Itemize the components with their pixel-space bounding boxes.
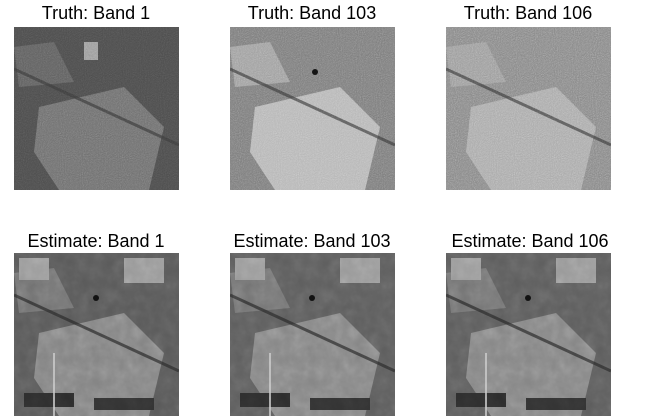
- noise: [14, 253, 179, 416]
- panel-image: [14, 27, 179, 190]
- page: Truth: Band 1 Truth: Band 103 Truth: Band …: [0, 0, 650, 419]
- panel-title: Truth: Band 103: [248, 3, 376, 23]
- panel-title: Truth: Band 1: [42, 3, 150, 23]
- panel-image: [230, 27, 395, 190]
- panel-title: Truth: Band 106: [464, 3, 592, 23]
- noise: [446, 253, 611, 416]
- noise: [230, 27, 395, 190]
- figure: Truth: Band 1 Truth: Band 103 Truth: Band …: [0, 0, 650, 419]
- noise: [230, 253, 395, 416]
- panel-title: Estimate: Band 106: [451, 231, 608, 251]
- panel-title: Estimate: Band 103: [233, 231, 390, 251]
- panel-image: [446, 253, 611, 416]
- panel-image: [446, 27, 611, 190]
- panel-title: Estimate: Band 1: [27, 231, 164, 251]
- noise: [14, 27, 179, 190]
- panel-image: [230, 253, 395, 416]
- noise: [446, 27, 611, 190]
- panel-image: [14, 253, 179, 416]
